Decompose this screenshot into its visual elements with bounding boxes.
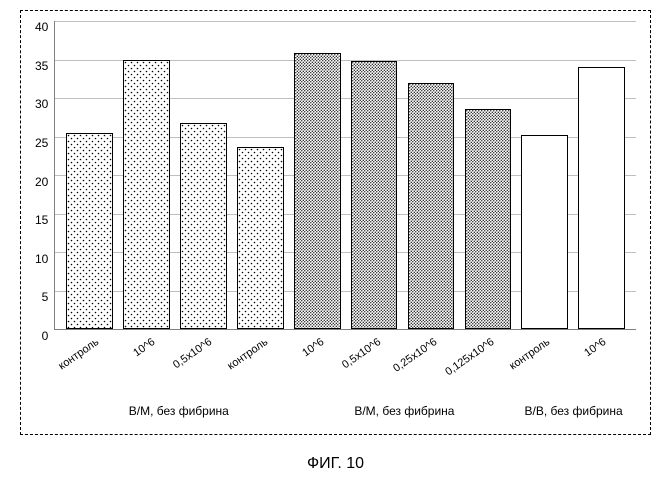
- group-labels: В/М, без фибринаВ/М, без фибринаВ/В, без…: [60, 402, 636, 420]
- x-label-slot: 10^6: [574, 330, 630, 400]
- bar: [123, 60, 170, 330]
- bar: [294, 53, 341, 329]
- bar-slot: [459, 21, 516, 329]
- bar-slot: [118, 21, 175, 329]
- bar: [180, 123, 227, 329]
- plot-area: [54, 21, 636, 330]
- plot-row: 4035302520151050: [35, 21, 636, 330]
- bar-slot: [403, 21, 460, 329]
- x-tick-label: 10^6: [301, 336, 327, 359]
- x-labels: контроль10^60,5x10^6контроль10^60,5x10^6…: [60, 330, 636, 400]
- x-label-slot: 10^6: [292, 330, 348, 400]
- bar-slot: [289, 21, 346, 329]
- bar-slot: [175, 21, 232, 329]
- bar: [66, 133, 113, 329]
- group-label: В/М, без фибрина: [292, 402, 518, 420]
- bar: [237, 147, 284, 329]
- x-tick-label: 10^6: [583, 336, 609, 359]
- bar-slot: [232, 21, 289, 329]
- bar-slot: [61, 21, 118, 329]
- bar: [465, 109, 512, 329]
- bar: [351, 61, 398, 329]
- y-axis: 4035302520151050: [35, 21, 54, 330]
- bar-slot: [573, 21, 630, 329]
- x-labels-row: контроль10^60,5x10^6контроль10^60,5x10^6…: [35, 330, 636, 400]
- x-label-slot: контроль: [66, 330, 122, 400]
- bar: [408, 83, 455, 329]
- bar-slot: [346, 21, 403, 329]
- bars-container: [55, 21, 636, 329]
- x-tick-label: 10^6: [131, 336, 157, 359]
- group-labels-row: В/М, без фибринаВ/М, без фибринаВ/В, без…: [35, 402, 636, 420]
- group-label: В/В, без фибрина: [517, 402, 630, 420]
- page: 4035302520151050 контроль10^60,5x10^6кон…: [0, 0, 671, 500]
- x-tick-label: контроль: [56, 336, 101, 372]
- bar: [521, 135, 568, 329]
- x-label-slot: контроль: [517, 330, 573, 400]
- chart-frame: 4035302520151050 контроль10^60,5x10^6кон…: [20, 10, 651, 435]
- x-label-slot: контроль: [235, 330, 291, 400]
- x-label-slot: 10^6: [122, 330, 178, 400]
- group-label: В/М, без фибрина: [66, 402, 292, 420]
- bar-slot: [516, 21, 573, 329]
- bar: [578, 67, 625, 329]
- figure-caption: ФИГ. 10: [20, 455, 651, 473]
